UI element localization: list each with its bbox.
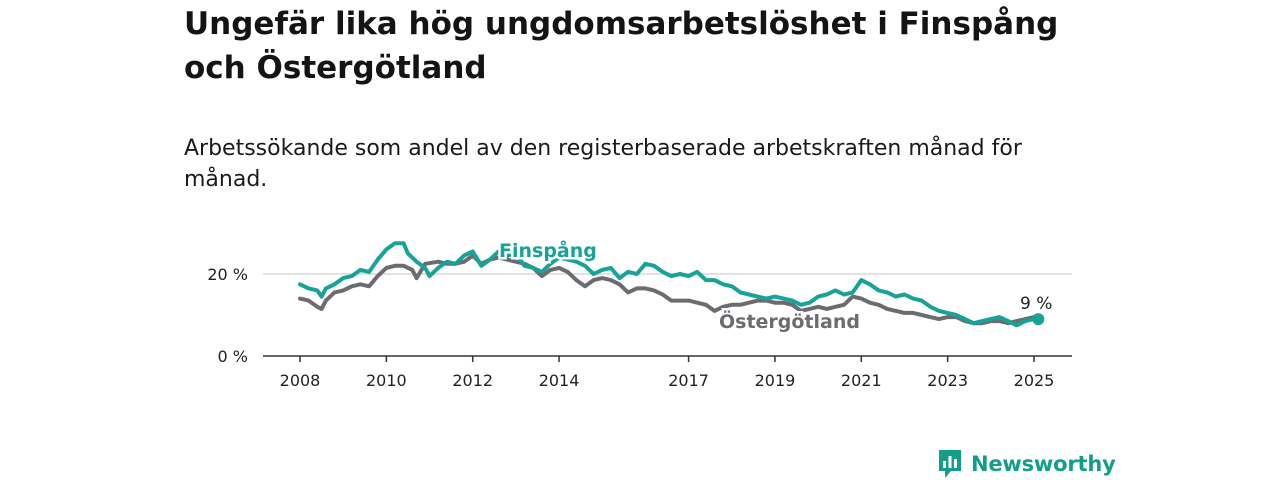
x-tick-label: 2025: [1014, 371, 1055, 390]
x-tick-label: 2023: [927, 371, 968, 390]
series-line-ostergotland: [298, 253, 1041, 326]
newsworthy-logo-icon: [939, 450, 961, 478]
end-value-label: 9 %: [1020, 294, 1052, 314]
series-label-ostergotland: Östergötland: [719, 309, 860, 333]
series-line-finspang: [298, 241, 1041, 328]
y-tick-label: 0 %: [218, 347, 248, 366]
x-tick-label: 2012: [452, 371, 493, 390]
newsworthy-logo: Newsworthy: [937, 448, 1116, 480]
x-tick-label: 2021: [841, 371, 882, 390]
page-subtitle: Arbetssökande som andel av den registerb…: [184, 136, 1022, 192]
page-title: Ungefär lika hög ungdomsarbetslöshet i F…: [184, 6, 1059, 86]
x-tick-label: 2017: [668, 371, 709, 390]
logo-text: Newsworthy: [971, 452, 1116, 476]
end-point-marker: [1032, 313, 1045, 326]
series-label-finspang: Finspång: [499, 238, 597, 262]
x-tick-label: 2010: [366, 371, 407, 390]
y-tick-label: 20 %: [207, 265, 248, 284]
x-tick-label: 2008: [280, 371, 321, 390]
x-tick-label: 2019: [755, 371, 796, 390]
x-tick-label: 2014: [539, 371, 580, 390]
